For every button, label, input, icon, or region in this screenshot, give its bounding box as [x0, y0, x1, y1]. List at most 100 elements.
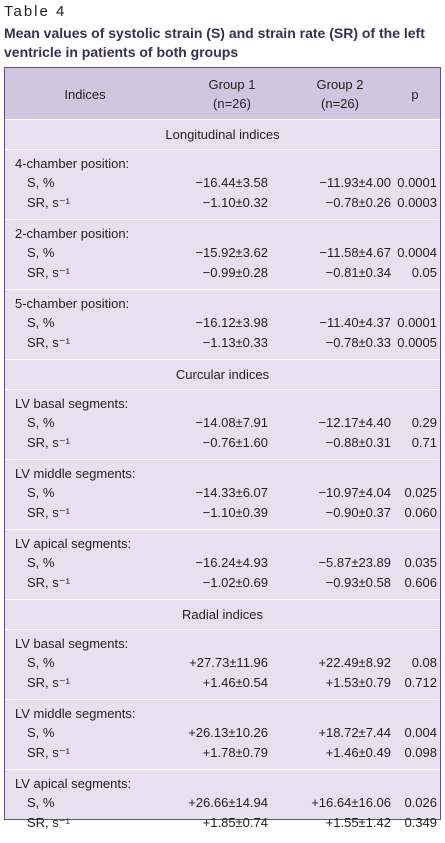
header-group2-n: (n=26)	[321, 96, 359, 111]
group-block: 2-chamber position: S, % −15.92±3.62 −11.58…	[5, 220, 440, 290]
row-label: S, %	[27, 175, 55, 190]
group2-value: +16.64±16.06	[311, 795, 391, 810]
group2-value: −11.93±4.00	[319, 175, 391, 190]
group-block: LV basal segments: S, % +27.73±11.96 +22.49…	[5, 630, 440, 700]
table-number: Table 4	[4, 3, 67, 20]
group-block: 4-chamber position: S, % −16.44±3.58 −11.93…	[5, 150, 440, 220]
table-row: SR, s⁻¹ −0.76±1.60 −0.88±0.31 0.71	[5, 435, 440, 454]
group-block: LV apical segments: S, % +26.66±14.94 +16.6…	[5, 770, 440, 843]
header-p: p	[390, 68, 440, 120]
group-title: 2-chamber position:	[15, 226, 130, 241]
group2-value: −0.78±0.26	[325, 195, 391, 210]
row-label: SR, s⁻¹	[27, 675, 70, 690]
group-title: LV apical segments:	[15, 776, 132, 791]
data-table: Indices Group 1 (n=26) Group 2 (n=26) p …	[4, 67, 441, 830]
p-value: 0.712	[404, 675, 437, 690]
table-row: SR, s⁻¹ +1.46±0.54 +1.53±0.79 0.712	[5, 675, 440, 694]
p-value: 0.29	[411, 415, 437, 430]
row-label: S, %	[27, 725, 55, 740]
header-p-label: p	[411, 86, 419, 102]
group1-value: +1.46±0.54	[202, 675, 268, 690]
header-group1: Group 1 (n=26)	[177, 68, 287, 120]
p-value: 0.606	[404, 575, 437, 590]
header-group1-n: (n=26)	[213, 96, 251, 111]
group2-value: −10.97±4.04	[318, 485, 391, 500]
table-row: S, % −15.92±3.62 −11.58±4.67 0.0004	[5, 245, 440, 264]
row-label: S, %	[27, 415, 55, 430]
group2-value: −11.58±4.67	[319, 245, 391, 260]
row-label: SR, s⁻¹	[27, 435, 70, 450]
p-value: 0.05	[411, 265, 437, 280]
table-row: SR, s⁻¹ −1.13±0.33 −0.78±0.33 0.0005	[5, 335, 440, 354]
p-value: 0.0001	[397, 315, 437, 330]
group1-value: +1.85±0.74	[202, 815, 268, 830]
group2-value: +18.72±7.44	[318, 725, 391, 740]
group1-value: −15.92±3.62	[195, 245, 268, 260]
document-page: Table 4 Mean values of systolic strain (…	[4, 3, 441, 830]
p-value: 0.060	[404, 505, 437, 520]
p-value: 0.098	[404, 745, 437, 760]
table-row: SR, s⁻¹ −1.10±0.32 −0.78±0.26 0.0003	[5, 195, 440, 214]
group2-value: −0.93±0.58	[325, 575, 391, 590]
group-title: 4-chamber position:	[15, 156, 130, 171]
group2-value: −5.87±23.89	[318, 555, 391, 570]
section-header: Curcular indices	[5, 360, 440, 390]
section-header: Radial indices	[5, 600, 440, 630]
row-label: S, %	[27, 315, 55, 330]
group-block: LV apical segments: S, % −16.24±4.93 −5.87±…	[5, 530, 440, 600]
group1-value: −16.12±3.98	[195, 315, 268, 330]
p-value: 0.08	[411, 655, 437, 670]
group-title: LV middle segments:	[15, 466, 136, 481]
table-caption: Mean values of systolic strain (S) and s…	[4, 25, 425, 60]
p-value: 0.025	[404, 485, 437, 500]
group1-value: +27.73±11.96	[189, 655, 268, 670]
group2-value: −0.90±0.37	[325, 505, 391, 520]
group2-value: −0.78±0.33	[325, 335, 391, 350]
table-row: S, % +26.13±10.26 +18.72±7.44 0.004	[5, 725, 440, 744]
table-row: S, % +26.66±14.94 +16.64±16.06 0.026	[5, 795, 440, 814]
group1-value: −1.02±0.69	[202, 575, 268, 590]
table-row: SR, s⁻¹ +1.85±0.74 +1.55±1.42 0.349	[5, 815, 440, 834]
table-row: S, % −16.12±3.98 −11.40±4.37 0.0001	[5, 315, 440, 334]
row-label: S, %	[27, 555, 55, 570]
group2-value: −11.40±4.37	[319, 315, 391, 330]
row-label: SR, s⁻¹	[27, 575, 70, 590]
table-row: S, % −16.44±3.58 −11.93±4.00 0.0001	[5, 175, 440, 194]
table-row: S, % −14.33±6.07 −10.97±4.04 0.025	[5, 485, 440, 504]
group2-value: −12.17±4.40	[318, 415, 391, 430]
table-row: S, % +27.73±11.96 +22.49±8.92 0.08	[5, 655, 440, 674]
row-label: S, %	[27, 795, 55, 810]
group1-value: −16.24±4.93	[195, 555, 268, 570]
group1-value: −14.08±7.91	[195, 415, 268, 430]
group-block: 5-chamber position: S, % −16.12±3.98 −11.40…	[5, 290, 440, 360]
row-label: S, %	[27, 245, 55, 260]
group-title: LV middle segments:	[15, 706, 136, 721]
header-group2-name: Group 2	[316, 77, 364, 92]
row-label: SR, s⁻¹	[27, 195, 70, 210]
group2-value: +22.49±8.92	[318, 655, 391, 670]
group2-value: +1.53±0.79	[325, 675, 391, 690]
group-title: LV apical segments:	[15, 536, 132, 551]
table-row: SR, s⁻¹ −0.99±0.28 −0.81±0.34 0.05	[5, 265, 440, 284]
p-value: 0.0005	[397, 335, 437, 350]
table-row: SR, s⁻¹ −1.10±0.39 −0.90±0.37 0.060	[5, 505, 440, 524]
table-header: Indices Group 1 (n=26) Group 2 (n=26) p	[5, 68, 440, 120]
group-block: LV middle segments: S, % +26.13±10.26 +18.7…	[5, 700, 440, 770]
header-group2: Group 2 (n=26)	[285, 68, 395, 120]
row-label: SR, s⁻¹	[27, 335, 70, 350]
group1-value: −16.44±3.58	[195, 175, 268, 190]
group2-value: −0.81±0.34	[325, 265, 391, 280]
p-value: 0.71	[411, 435, 437, 450]
row-label: S, %	[27, 655, 55, 670]
row-label: SR, s⁻¹	[27, 505, 70, 520]
group-title: LV basal segments:	[15, 396, 129, 411]
header-indices: Indices	[5, 68, 165, 120]
table-row: SR, s⁻¹ −1.02±0.69 −0.93±0.58 0.606	[5, 575, 440, 594]
table-row: S, % −14.08±7.91 −12.17±4.40 0.29	[5, 415, 440, 434]
group-block: LV basal segments: S, % −14.08±7.91 −12.17±…	[5, 390, 440, 460]
group-title: LV basal segments:	[15, 636, 129, 651]
p-value: 0.026	[404, 795, 437, 810]
group2-value: +1.55±1.42	[325, 815, 391, 830]
group1-value: −1.13±0.33	[202, 335, 268, 350]
group-block: LV middle segments: S, % −14.33±6.07 −10.97…	[5, 460, 440, 530]
